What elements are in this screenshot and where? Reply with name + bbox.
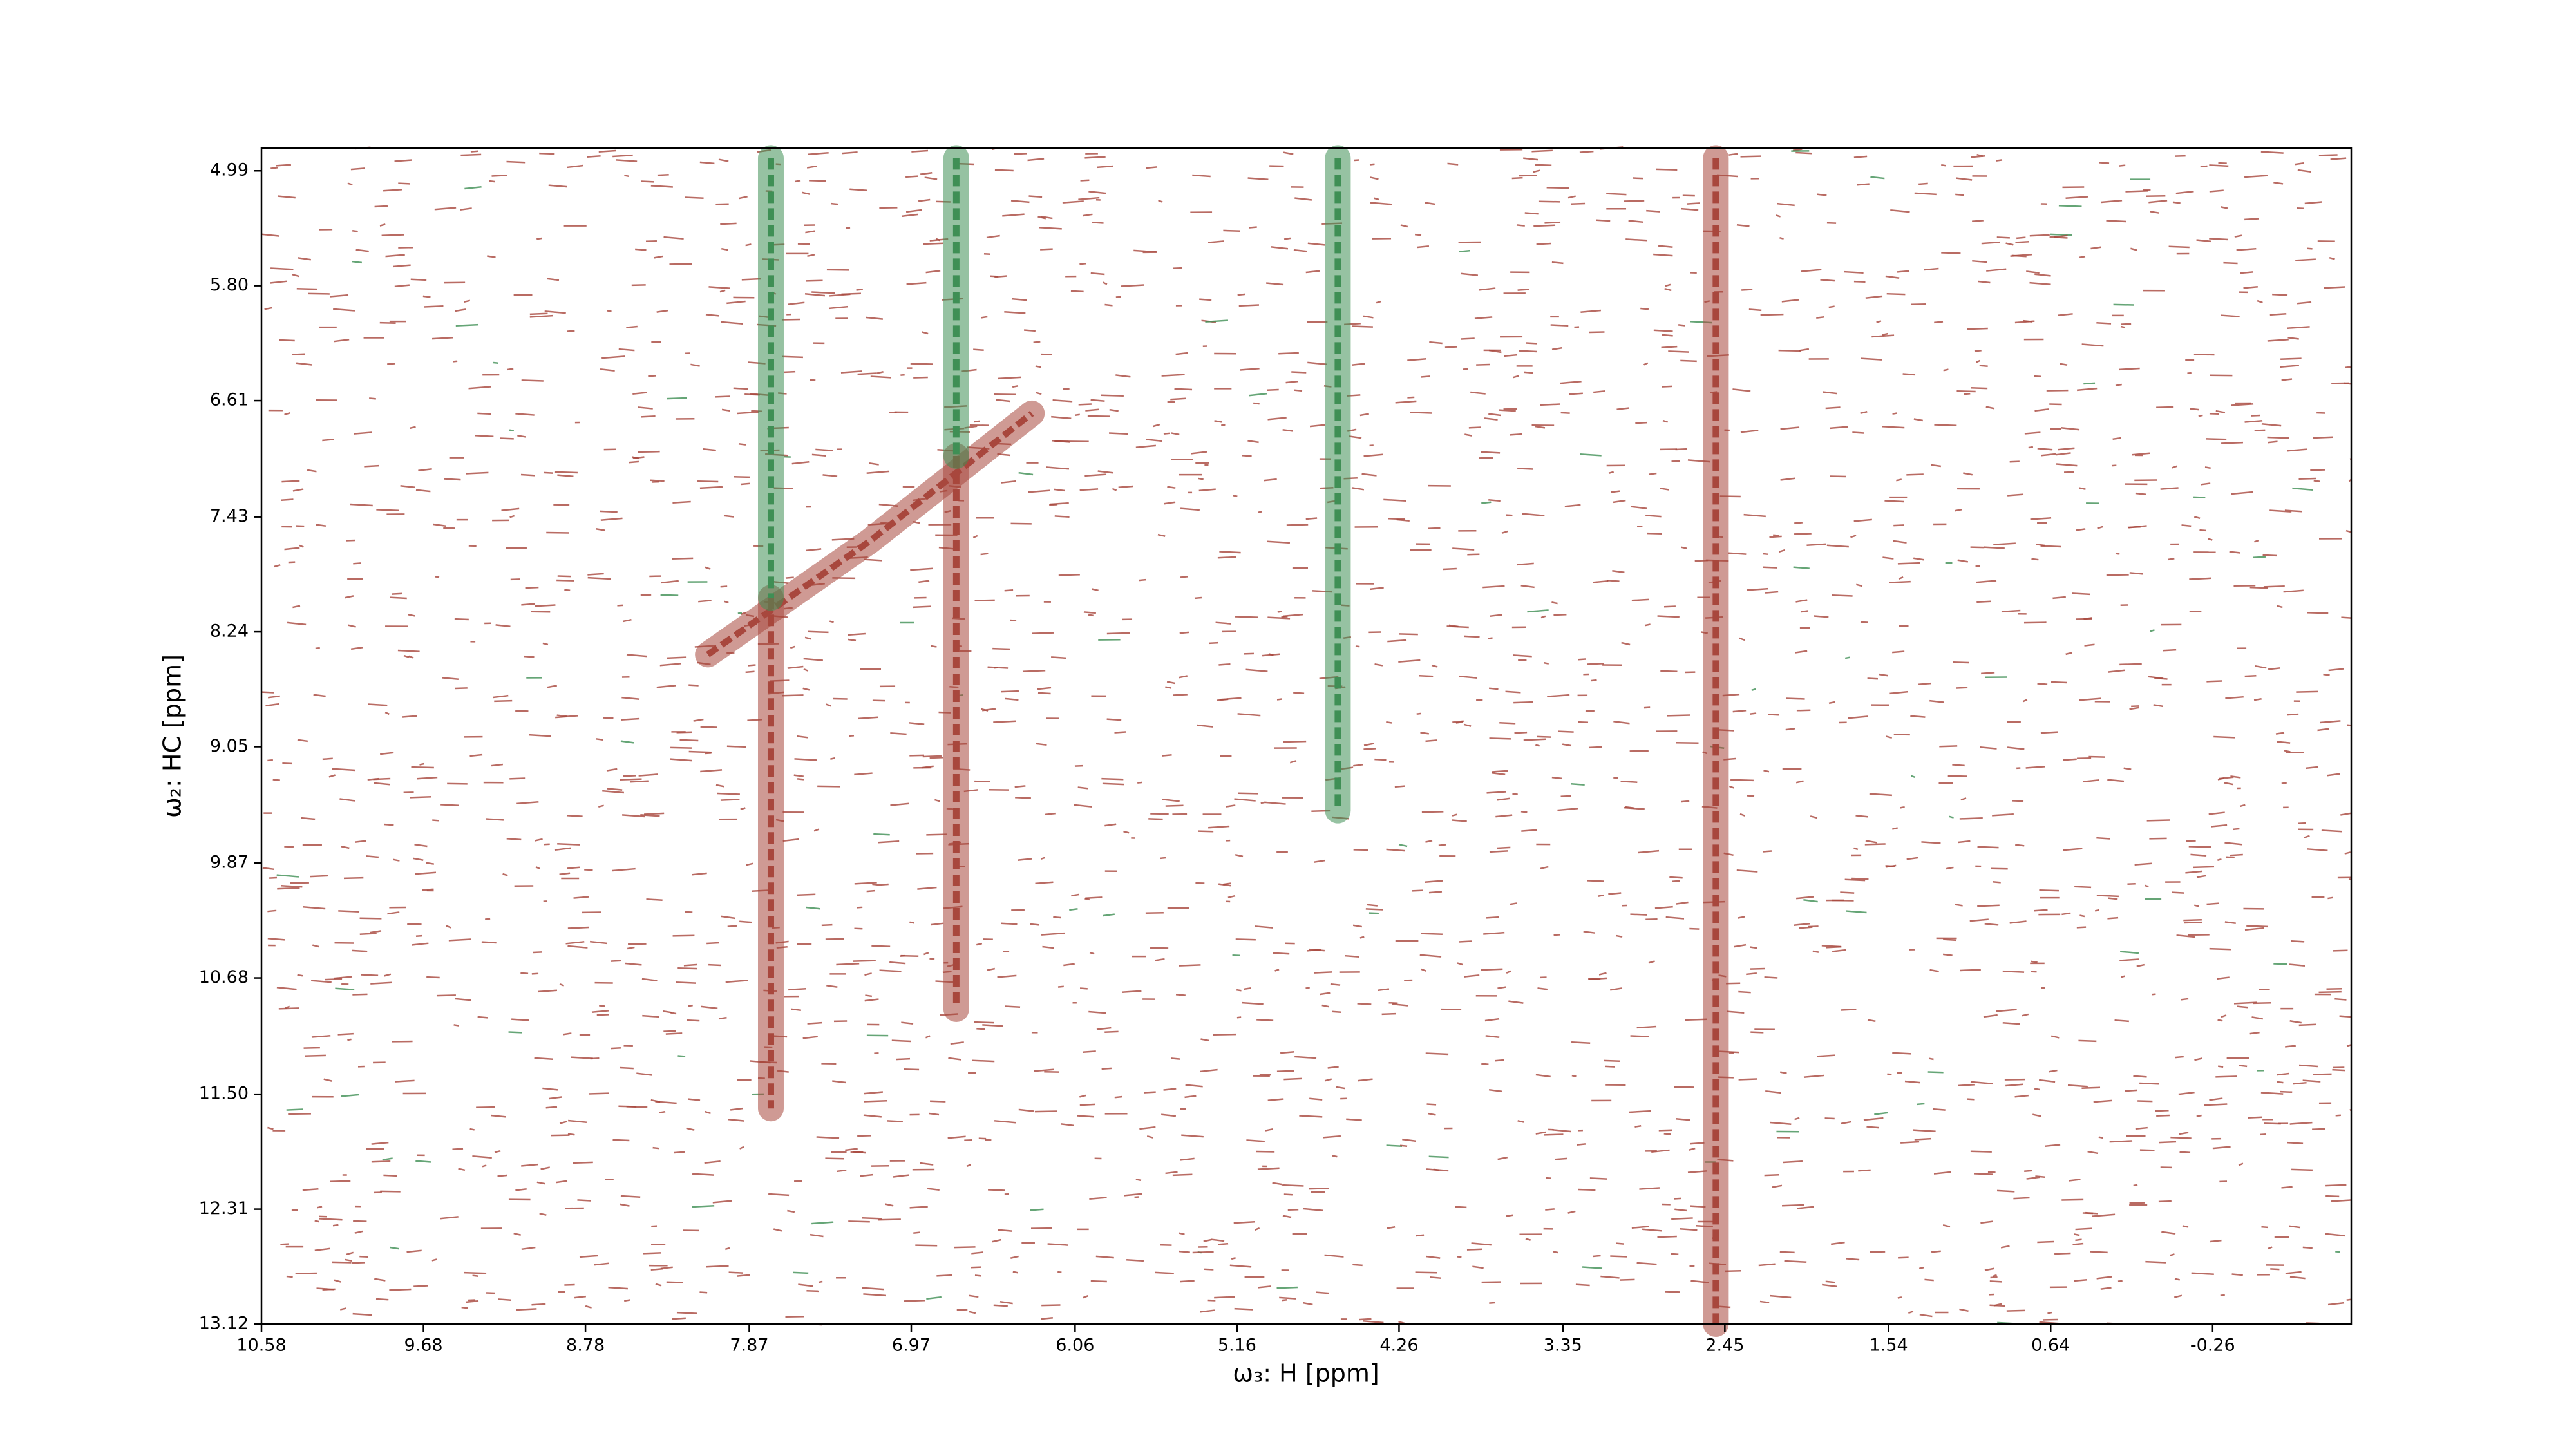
y-tick-label: 13.12 [199,1314,249,1334]
x-axis-label: ω₃: H [ppm] [1233,1359,1379,1388]
y-tick-label: 5.80 [210,275,249,295]
y-tick-label: 6.61 [210,390,249,410]
x-tick-label: 6.97 [892,1336,931,1356]
x-tick-label: 9.68 [404,1336,442,1356]
x-tick-label: 0.64 [2031,1336,2070,1356]
x-tick-label: 5.16 [1218,1336,1256,1356]
positive-contour-core [706,410,1034,658]
x-tick-label: 1.54 [1870,1336,1908,1356]
x-tick-label: 8.78 [566,1336,605,1356]
x-tick-label: 7.87 [730,1336,768,1356]
x-tick-label: 10.58 [236,1336,286,1356]
x-tick-label: 6.06 [1056,1336,1094,1356]
y-tick-label: 9.87 [210,853,249,873]
y-tick-label: 7.43 [210,506,249,526]
y-tick-label: 12.31 [199,1198,249,1218]
y-axis-label: ω₂: HC [ppm] [158,654,187,818]
x-tick-label: -0.26 [2190,1336,2235,1356]
y-tick-label: 11.50 [199,1084,249,1104]
y-tick-label: 4.99 [210,160,249,180]
x-tick-label: 3.35 [1544,1336,1582,1356]
y-tick-label: 10.68 [199,967,249,987]
x-tick-label: 4.26 [1379,1336,1418,1356]
plot-frame [260,147,2353,1325]
y-tick-label: 8.24 [210,621,249,641]
x-tick-label: 2.45 [1705,1336,1744,1356]
y-tick-label: 9.05 [210,736,249,756]
